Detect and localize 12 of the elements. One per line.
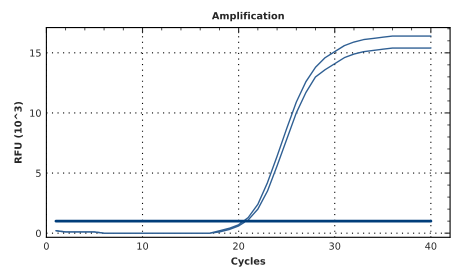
y-axis-title: RFU (10^3) [14,102,23,163]
y-tick-label: 5 [36,170,41,177]
y-tick-label: 0 [36,230,41,237]
x-tick-label: 10 [137,242,148,250]
chart-title: Amplification [212,12,284,22]
y-tick-label: 15 [30,49,41,57]
y-tick-label: 10 [30,109,41,117]
x-tick-label: 0 [44,242,49,250]
x-tick-label: 40 [425,242,436,250]
x-tick-label: 30 [329,242,340,250]
x-axis-title: Cycles [231,257,266,267]
x-tick-label: 20 [233,242,244,250]
